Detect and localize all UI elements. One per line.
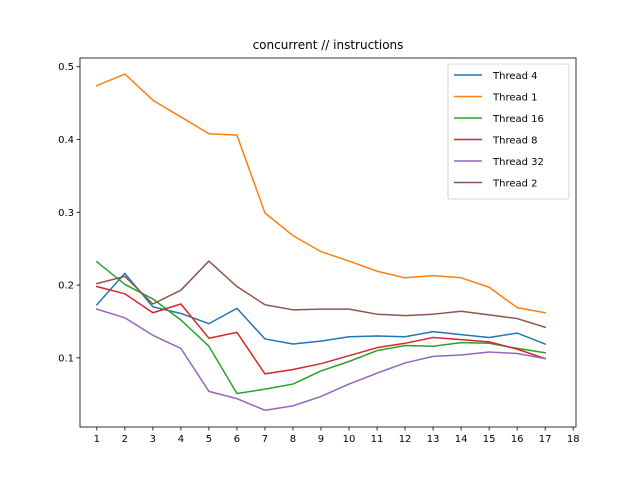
y-tick-label: 0.1 <box>58 353 74 364</box>
series-line-thread-8 <box>95 285 547 375</box>
legend-label: Thread 4 <box>492 71 538 82</box>
chart-title: concurrent // instructions <box>253 38 404 52</box>
legend-box <box>447 63 570 200</box>
x-tick-label: 8 <box>290 434 296 445</box>
legend: Thread 4 Thread 1 Thread 16 Thread 8 Thread … <box>447 63 570 200</box>
series-line-thread-1 <box>95 73 547 314</box>
legend-label: Thread 1 <box>492 93 538 104</box>
x-tick-label: 15 <box>483 434 496 445</box>
legend-label: Thread 16 <box>492 114 544 125</box>
x-tick-label: 6 <box>234 434 240 445</box>
series-line-thread-16 <box>95 260 547 395</box>
legend-label: Thread 8 <box>492 136 538 147</box>
x-tick-label: 1 <box>94 434 100 445</box>
x-tick-label: 10 <box>343 434 356 445</box>
y-tick-label: 0.2 <box>58 281 74 292</box>
x-tick-label: 9 <box>318 434 324 445</box>
x-tick-label: 3 <box>150 434 156 445</box>
legend-label: Thread 2 <box>492 179 538 190</box>
y-tick-label: 0.5 <box>58 62 74 73</box>
series-line-thread-2 <box>95 260 547 329</box>
series-line-thread-4 <box>95 272 547 346</box>
series-layer <box>95 73 547 412</box>
x-tick-label: 16 <box>511 434 524 445</box>
y-tick-label: 0.4 <box>58 135 74 146</box>
axes-frame <box>79 57 577 428</box>
x-tick-label: 4 <box>178 434 184 445</box>
x-tick-label: 14 <box>455 434 468 445</box>
x-tick-label: 18 <box>567 434 580 445</box>
legend-label: Thread 32 <box>492 157 544 168</box>
x-tick-label: 13 <box>427 434 440 445</box>
y-tick-label: 0.3 <box>58 208 74 219</box>
x-tick-label: 5 <box>206 434 212 445</box>
x-tick-label: 12 <box>399 434 412 445</box>
x-tick-label: 7 <box>262 434 268 445</box>
axes-layer: 1 2 3 4 5 6 7 8 9 10 11 12 13 14 15 16 17 180.10.20.30.40… <box>58 57 580 445</box>
series-line-thread-32 <box>95 308 547 412</box>
x-tick-label: 17 <box>539 434 552 445</box>
x-tick-label: 11 <box>371 434 384 445</box>
x-tick-label: 2 <box>122 434 128 445</box>
